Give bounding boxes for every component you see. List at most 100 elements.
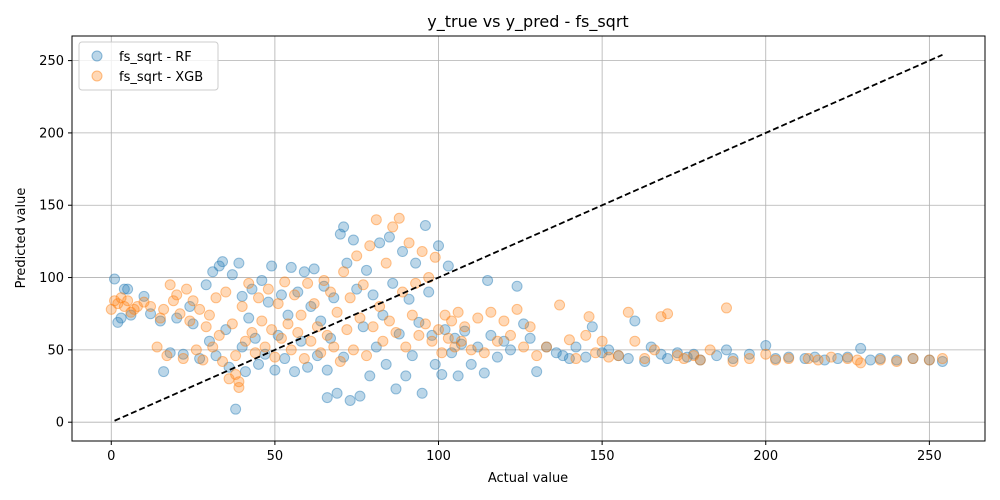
y-axis-label: Predicted value xyxy=(14,188,29,289)
rf-point xyxy=(426,329,438,341)
rf-point xyxy=(154,315,166,327)
xgb-point xyxy=(318,274,330,286)
rf-point xyxy=(171,312,183,324)
rf-point xyxy=(842,351,854,363)
rf-point xyxy=(302,361,314,373)
rf-point xyxy=(550,347,562,359)
xgb-point xyxy=(505,329,517,341)
xgb-point xyxy=(406,309,418,321)
xgb-point xyxy=(478,347,490,359)
rf-point xyxy=(207,266,219,278)
rf-point xyxy=(177,348,189,360)
rf-point xyxy=(285,261,297,273)
rf-point xyxy=(655,348,667,360)
rf-point xyxy=(200,279,212,291)
xgb-point xyxy=(825,351,837,363)
xgb-point xyxy=(230,350,242,362)
rf-point xyxy=(406,350,418,362)
legend-xgb-label: fs_sqrt - XGB xyxy=(119,70,203,85)
xgb-point xyxy=(671,350,683,362)
xgb-point xyxy=(151,341,163,353)
rf-point xyxy=(351,283,363,295)
xgb-point xyxy=(455,335,467,347)
rf-point xyxy=(145,308,157,320)
y-tick-label: 100 xyxy=(39,271,64,286)
xgb-point xyxy=(855,357,867,369)
xgb-point xyxy=(433,324,445,336)
xgb-point xyxy=(891,355,903,367)
x-tick-label: 150 xyxy=(590,449,615,464)
rf-point xyxy=(727,353,739,365)
rf-point xyxy=(397,246,409,258)
rf-point xyxy=(279,353,291,365)
xgb-point xyxy=(426,335,438,347)
rf-point xyxy=(511,280,523,292)
y-axis-ticks: 0 50 100 150 200 250 xyxy=(39,54,72,431)
rf-point xyxy=(112,316,124,328)
xgb-point xyxy=(727,355,739,367)
xgb-point xyxy=(154,312,166,324)
xgb-point xyxy=(540,341,552,353)
xgb-point xyxy=(131,300,143,312)
rf-point xyxy=(586,321,598,333)
rf-point xyxy=(403,293,415,305)
xgb-point xyxy=(936,353,948,365)
xgb-point xyxy=(164,279,176,291)
xgb-point xyxy=(275,332,287,344)
rf-point xyxy=(249,332,261,344)
xgb-point xyxy=(802,353,814,365)
xgb-point xyxy=(436,347,448,359)
y-tick-label: 150 xyxy=(39,199,64,214)
rf-point xyxy=(570,341,582,353)
xgb-point xyxy=(256,315,268,327)
rf-point xyxy=(720,344,732,356)
xgb-point xyxy=(498,315,510,327)
xgb-point xyxy=(449,341,461,353)
rf-point xyxy=(433,240,445,252)
rf-point xyxy=(311,350,323,362)
rf-point xyxy=(662,353,674,365)
xgb-point xyxy=(253,292,265,304)
xgb-point xyxy=(874,354,886,366)
xgb-point xyxy=(720,302,732,314)
xgb-point xyxy=(184,315,196,327)
rf-point xyxy=(743,348,755,360)
rf-point xyxy=(393,328,405,340)
rf-point xyxy=(122,283,134,295)
xgb-point xyxy=(429,251,441,263)
xgb-point xyxy=(678,353,690,365)
rf-point xyxy=(478,367,490,379)
rf-point xyxy=(194,353,206,365)
y-tick-label: 250 xyxy=(39,54,64,69)
rf-point xyxy=(436,368,448,380)
rf-point xyxy=(374,237,386,249)
xgb-point xyxy=(289,289,301,301)
rf-point xyxy=(465,358,477,370)
xgb-point xyxy=(554,299,566,311)
legend-rf-label: fs_sqrt - RF xyxy=(119,50,192,65)
xgb-point xyxy=(302,277,314,289)
rf-point xyxy=(491,351,503,363)
rf-point xyxy=(318,280,330,292)
xgb-point xyxy=(452,306,464,318)
xgb-point xyxy=(122,295,134,307)
rf-point xyxy=(923,354,935,366)
xgb-point xyxy=(243,277,255,289)
rf-point xyxy=(361,264,373,276)
rf-point xyxy=(367,289,379,301)
rf-point xyxy=(711,350,723,362)
xgb-point xyxy=(190,344,202,356)
reference-line xyxy=(114,53,943,422)
xgb-point xyxy=(233,376,245,388)
xgb-point xyxy=(364,240,376,252)
xgb-point xyxy=(485,306,497,318)
rf-point xyxy=(233,257,245,269)
xgb-point xyxy=(370,214,382,226)
rf-point xyxy=(580,351,592,363)
rf-point xyxy=(557,350,569,362)
rf-point xyxy=(874,353,886,365)
xgb-point xyxy=(220,286,232,298)
rf-point xyxy=(266,260,278,272)
xgb-point xyxy=(907,353,919,365)
